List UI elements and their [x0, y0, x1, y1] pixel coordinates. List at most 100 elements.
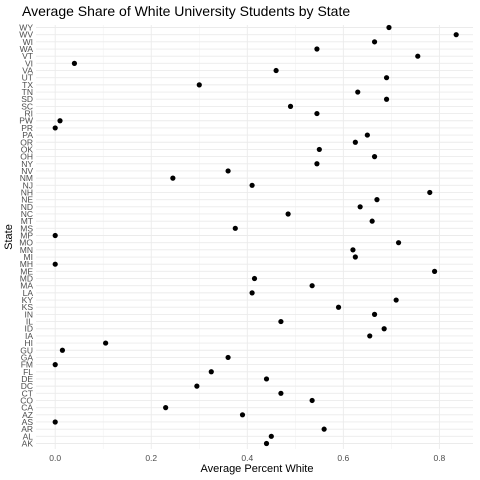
data-point	[386, 24, 392, 31]
x-tick-label: 0.4	[241, 453, 253, 463]
x-tick-label: 0.0	[49, 453, 61, 463]
data-point	[374, 197, 380, 203]
y-tick-label: LA	[23, 288, 34, 298]
data-point	[383, 96, 390, 102]
y-tick-label: IL	[26, 317, 33, 327]
y-tick-labels: AKALARASAZCACOCTDCDEFLFMGAGUHIIAIDILINKS…	[19, 23, 33, 449]
y-tick-label: NJ	[23, 180, 33, 190]
data-point	[316, 146, 322, 153]
y-tick-label: WV	[19, 30, 33, 40]
x-tick-label: 0.8	[433, 453, 445, 463]
data-point	[309, 283, 315, 289]
y-tick-label: RI	[25, 109, 34, 119]
y-tick-label: ID	[25, 324, 34, 334]
data-point	[393, 297, 399, 303]
y-tick-label: AZ	[22, 410, 33, 420]
data-point	[268, 433, 274, 439]
y-tick-label: WY	[19, 23, 33, 33]
data-point	[249, 290, 255, 296]
y-tick-label: VT	[22, 51, 33, 61]
y-tick-label: NV	[21, 166, 33, 176]
y-tick-label: MO	[19, 238, 33, 248]
y-tick-label: IN	[25, 309, 34, 319]
y-tick-label: AR	[21, 424, 33, 434]
data-point	[453, 32, 459, 38]
y-tick-label: OH	[20, 152, 33, 162]
data-point	[383, 75, 390, 81]
y-tick-label: VI	[25, 58, 33, 68]
data-point	[251, 275, 258, 282]
y-tick-label: PA	[22, 130, 33, 140]
y-tick-label: TX	[22, 80, 33, 90]
data-point	[314, 110, 320, 117]
data-point	[395, 240, 402, 246]
data-point	[350, 247, 356, 253]
data-point	[364, 132, 370, 138]
data-point	[263, 440, 270, 447]
data-point	[225, 168, 231, 174]
data-point	[232, 225, 238, 231]
grid-lines	[36, 25, 473, 449]
data-point	[352, 139, 358, 145]
y-tick-label: KS	[22, 302, 34, 312]
data-point	[357, 204, 363, 210]
data-points	[52, 24, 459, 447]
y-tick-label: DC	[21, 381, 33, 391]
data-point	[431, 268, 438, 274]
data-point	[163, 405, 169, 411]
y-tick-label: AS	[22, 417, 34, 427]
y-axis-title: State	[3, 224, 15, 250]
data-point	[52, 362, 58, 368]
y-tick-label: CT	[22, 388, 33, 398]
y-tick-label: SC	[21, 101, 33, 111]
y-tick-label: OR	[20, 137, 33, 147]
y-tick-label: CO	[20, 395, 33, 405]
data-point	[381, 326, 387, 332]
y-tick-label: NH	[21, 187, 33, 197]
y-tick-label: NC	[21, 209, 33, 219]
y-tick-label: MP	[20, 231, 33, 241]
y-tick-label: PW	[19, 116, 33, 126]
data-point	[415, 53, 421, 59]
y-tick-label: FL	[23, 367, 33, 377]
data-point	[196, 82, 202, 88]
data-point	[369, 218, 375, 224]
data-point	[263, 376, 270, 382]
y-tick-label: KY	[22, 295, 34, 305]
data-point	[57, 118, 63, 124]
y-tick-label: MT	[21, 216, 33, 226]
x-tick-label: 0.2	[145, 453, 157, 463]
y-tick-label: MI	[24, 252, 33, 262]
y-tick-label: VA	[22, 66, 33, 76]
y-tick-label: CA	[21, 403, 33, 413]
y-tick-label: MA	[20, 281, 33, 291]
data-point	[314, 161, 320, 167]
data-point	[52, 419, 58, 425]
data-point	[335, 304, 342, 310]
data-point	[278, 390, 284, 396]
data-point	[321, 426, 327, 432]
y-tick-label: HI	[25, 338, 34, 348]
y-tick-label: AK	[22, 439, 34, 449]
y-tick-label: NY	[21, 159, 33, 169]
y-tick-label: SD	[21, 94, 33, 104]
data-point	[273, 67, 279, 74]
y-tick-label: DE	[21, 374, 33, 384]
data-point	[170, 175, 176, 181]
y-tick-label: MD	[20, 274, 33, 284]
chart-title: Average Share of White University Studen…	[22, 3, 350, 19]
data-point	[278, 318, 284, 325]
data-point	[355, 89, 361, 95]
y-tick-label: MN	[20, 245, 33, 255]
data-point	[103, 340, 109, 346]
x-tick-labels: 0.0 0.2 0.4 0.6 0.8	[49, 453, 445, 463]
data-point	[249, 182, 255, 188]
y-tick-label: PR	[21, 123, 33, 133]
y-tick-label: TN	[22, 87, 33, 97]
y-tick-label: ME	[20, 266, 33, 276]
data-point	[52, 261, 58, 267]
y-tick-label: OK	[21, 144, 34, 154]
data-point	[309, 397, 315, 404]
data-point	[208, 369, 214, 375]
y-tick-label: MS	[20, 223, 33, 233]
